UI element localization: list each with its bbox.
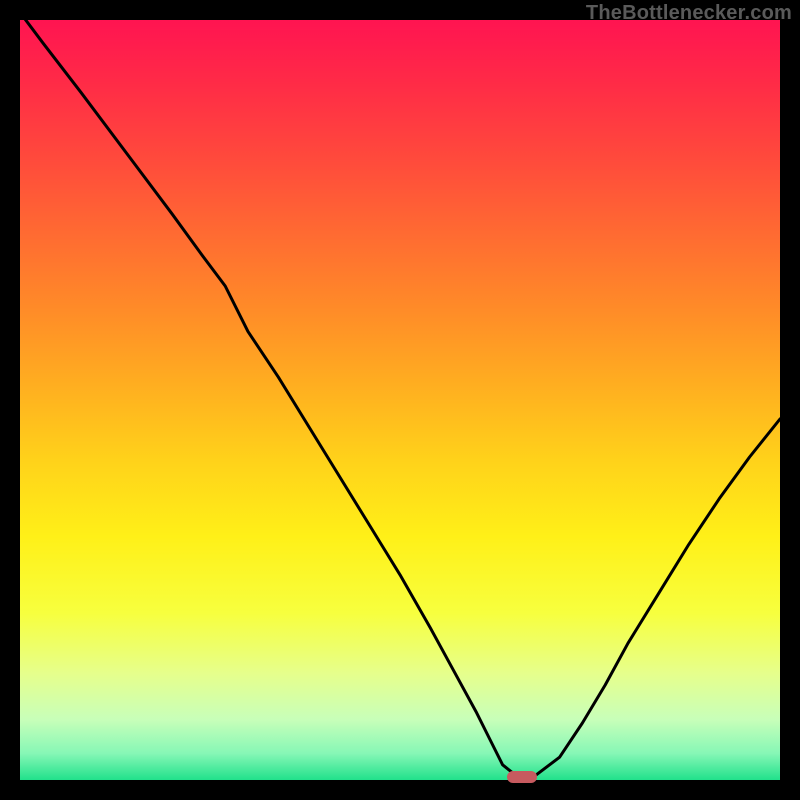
plot-area [20,20,780,780]
plot-svg [20,20,780,780]
chart-stage: TheBottlenecker.com [0,0,800,800]
optimum-marker [507,771,537,783]
gradient-background [20,20,780,780]
watermark-text: TheBottlenecker.com [586,2,792,25]
